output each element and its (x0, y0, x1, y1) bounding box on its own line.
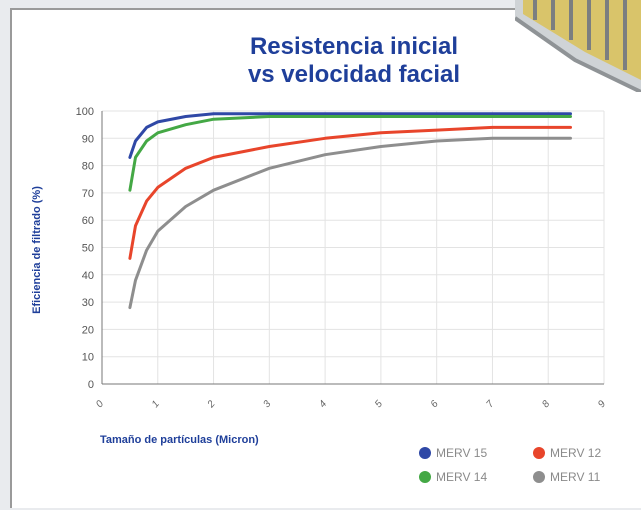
legend-marker-merv-15 (419, 447, 431, 459)
legend-label-merv-14: MERV 14 (436, 470, 487, 484)
series-line-merv-15 (128, 112, 572, 159)
chart-title-line-2: vs velocidad facial (248, 61, 460, 88)
air-filter-image (515, 0, 641, 92)
legend-label-merv-11: MERV 11 (550, 470, 601, 484)
x-tick-label-7: 7 (485, 398, 497, 410)
grid (102, 110, 605, 384)
legend-item-merv-12: MERV 12 (533, 446, 601, 460)
legend-label-merv-12: MERV 12 (550, 446, 601, 460)
series-line-merv-14 (128, 115, 572, 192)
series-line-merv-11 (128, 136, 572, 310)
x-tick-label-4: 4 (317, 398, 329, 410)
x-tick-label-2: 2 (205, 398, 218, 410)
x-tick-label-5: 5 (373, 398, 385, 410)
legend-label-merv-15: MERV 15 (436, 446, 487, 460)
x-tick-labels: 0 1 2 3 4 5 6 7 8 9 (94, 398, 608, 410)
y-tick-label-40: 40 (82, 270, 94, 282)
axes (101, 111, 604, 385)
y-tick-label-70: 70 (82, 188, 94, 200)
series-lines (128, 112, 572, 310)
y-tick-label-90: 90 (82, 133, 94, 145)
chart-card: Resistencia inicial vs velocidad facial … (10, 8, 641, 508)
x-tick-label-3: 3 (261, 398, 273, 410)
x-tick-label-8: 8 (540, 398, 552, 410)
series-line-merv-12 (128, 125, 572, 260)
y-tick-label-80: 80 (82, 161, 94, 173)
y-tick-labels: 0 10 20 30 40 50 60 70 80 90 100 (76, 106, 94, 391)
y-tick-label-30: 30 (82, 297, 94, 309)
legend-marker-merv-14 (419, 471, 431, 483)
y-axis-label: Eficiencia de filtrado (%) (31, 186, 43, 314)
y-tick-label-50: 50 (82, 243, 94, 255)
legend-item-merv-11: MERV 11 (533, 470, 601, 484)
x-axis-label: Tamaño de partículas (Micron) (100, 434, 259, 446)
legend-marker-merv-11 (533, 471, 545, 483)
chart-title-line-1: Resistencia inicial (250, 33, 458, 60)
y-tick-label-0: 0 (88, 379, 94, 391)
legend-item-merv-15: MERV 15 (419, 446, 487, 460)
x-tick-label-9: 9 (596, 398, 608, 410)
x-tick-label-6: 6 (429, 398, 441, 410)
legend-marker-merv-12 (533, 447, 545, 459)
y-tick-label-10: 10 (82, 352, 94, 364)
legend-item-merv-14: MERV 14 (419, 470, 487, 484)
legend: MERV 15 MERV 12 MERV 14 MERV 11 (419, 446, 601, 484)
x-tick-label-0: 0 (94, 398, 106, 410)
x-tick-label-1: 1 (150, 399, 162, 410)
chart: Resistencia inicial vs velocidad facial … (31, 33, 608, 484)
y-tick-label-20: 20 (82, 324, 94, 336)
y-tick-label-100: 100 (76, 106, 94, 118)
y-tick-label-60: 60 (82, 215, 94, 227)
